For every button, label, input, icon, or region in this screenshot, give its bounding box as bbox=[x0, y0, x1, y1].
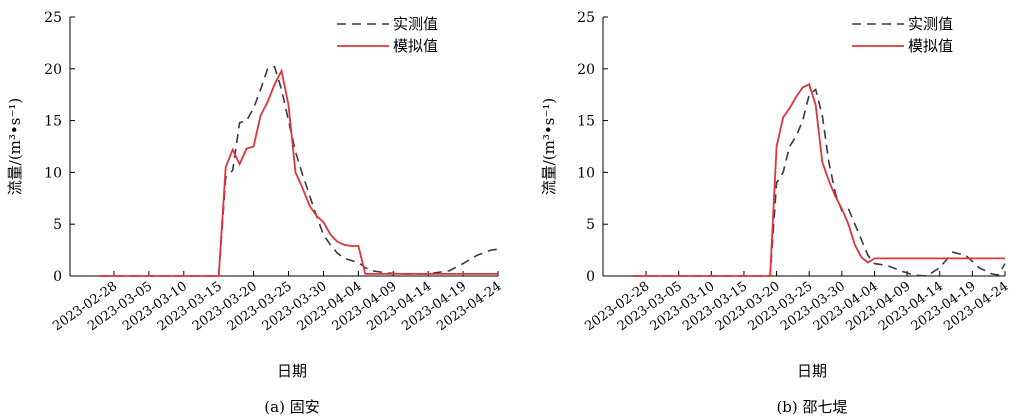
y-tick-label: 20 bbox=[44, 62, 62, 78]
y-tick-label: 10 bbox=[577, 165, 595, 181]
y-axis-label: 流量/(m³•s⁻¹) bbox=[6, 98, 24, 195]
y-axis-label: 流量/(m³•s⁻¹) bbox=[540, 98, 558, 195]
y-tick-label: 5 bbox=[586, 217, 595, 233]
chart-caption: (b) 邵七堤 bbox=[776, 398, 847, 416]
legend-label-observed: 实测值 bbox=[908, 15, 953, 33]
legend-label-simulated: 模拟值 bbox=[393, 37, 438, 55]
legend-label-simulated: 模拟值 bbox=[908, 37, 953, 55]
x-axis-label: 日期 bbox=[797, 362, 827, 380]
series-line-observed bbox=[633, 88, 1006, 277]
y-tick-label: 20 bbox=[577, 62, 595, 78]
series-line-simulated bbox=[633, 83, 1005, 277]
chart-panel-b: 05101520252023-02-282023-03-052023-03-10… bbox=[540, 10, 1011, 416]
x-axis-label: 日期 bbox=[277, 362, 307, 380]
y-tick-label: 0 bbox=[586, 269, 595, 285]
chart-caption: (a) 固安 bbox=[264, 398, 319, 416]
y-tick-label: 15 bbox=[44, 114, 62, 130]
legend-label-observed: 实测值 bbox=[393, 15, 438, 33]
y-tick-label: 25 bbox=[577, 10, 595, 26]
chart-panel-a: 05101520252023-02-282023-03-052023-03-10… bbox=[6, 10, 504, 416]
y-tick-label: 0 bbox=[53, 269, 62, 285]
y-tick-label: 5 bbox=[53, 217, 62, 233]
series-line-observed bbox=[100, 65, 499, 277]
y-tick-label: 25 bbox=[44, 10, 62, 26]
y-tick-label: 10 bbox=[44, 165, 62, 181]
y-tick-label: 15 bbox=[577, 114, 595, 130]
series-line-simulated bbox=[100, 68, 498, 277]
